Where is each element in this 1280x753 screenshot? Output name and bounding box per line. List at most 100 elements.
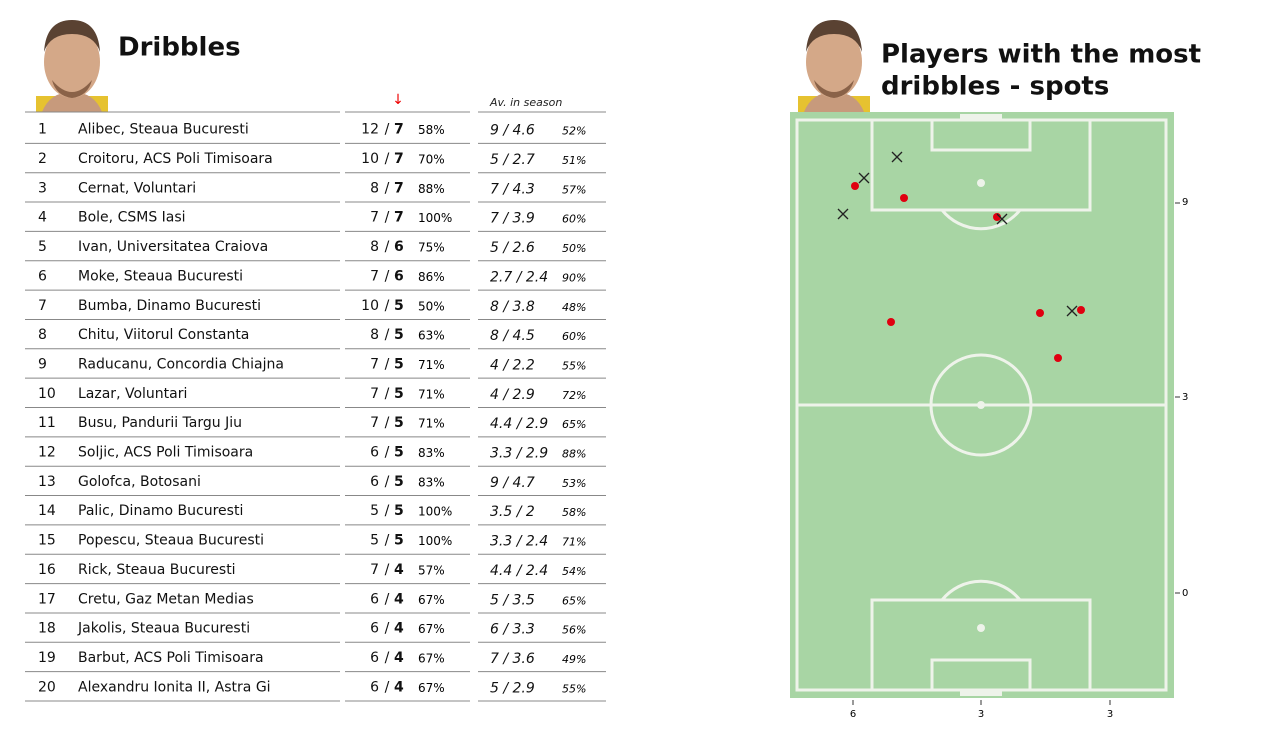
- season-average: 2.7 / 2.4: [490, 269, 548, 285]
- season-average: 9 / 4.6: [490, 123, 535, 139]
- sort-marker: ↓: [392, 92, 404, 108]
- player: Raducanu, Concordia Chiajna: [78, 356, 284, 372]
- successful: 5: [394, 533, 404, 549]
- table-row: 8 Chitu, Viitorul Constanta 8 /5 63% 8 / 4.5 6…: [25, 327, 606, 350]
- table-row: 3 Cernat, Voluntari 8 /7 88% 7 / 4.3 57%: [25, 180, 606, 203]
- successful: 6: [394, 239, 404, 255]
- successful: 5: [394, 386, 404, 402]
- table-row: 10 Lazar, Voluntari 7 /5 71% 4 / 2.9 72%: [25, 386, 606, 408]
- season-average: 4.4 / 2.9: [490, 416, 548, 432]
- axis-label: 3: [978, 709, 984, 720]
- successful: 5: [394, 503, 404, 519]
- separator: /: [385, 650, 390, 666]
- successful: 4: [394, 621, 404, 637]
- table-row: 18 Jakolis, Steaua Bucuresti 6 /4 67% 6 / 3.3…: [25, 621, 606, 643]
- success-rate: 67%: [418, 681, 445, 695]
- rank: 14: [38, 503, 56, 519]
- season-rate: 55%: [562, 359, 586, 372]
- success-rate: 100%: [418, 505, 452, 519]
- success-rate: 86%: [418, 270, 445, 284]
- separator: /: [385, 122, 390, 138]
- season-rate: 90%: [562, 271, 586, 284]
- attempts: 5: [370, 503, 379, 519]
- separator: /: [385, 474, 390, 490]
- axis-label: 3: [1107, 709, 1113, 720]
- season-rate: 53%: [562, 477, 586, 490]
- season-average: 5 / 3.5: [490, 592, 535, 608]
- success-rate: 88%: [418, 182, 445, 196]
- rank: 1: [38, 122, 47, 138]
- separator: /: [385, 533, 390, 549]
- title: Players with the most: [881, 40, 1201, 70]
- rank: 12: [38, 445, 56, 461]
- season-rate: 56%: [562, 624, 586, 637]
- success-rate: 83%: [418, 446, 445, 460]
- separator: /: [385, 621, 390, 637]
- season-average: 8 / 3.8: [490, 299, 535, 315]
- successful: 6: [394, 268, 404, 284]
- rank: 18: [38, 621, 56, 637]
- season-average: 6 / 3.3: [490, 622, 535, 638]
- separator: /: [385, 679, 390, 695]
- success-rate: 83%: [418, 475, 445, 489]
- attempts: 6: [370, 621, 379, 637]
- attempts: 7: [370, 210, 379, 226]
- success-rate: 100%: [418, 534, 452, 548]
- successful: 4: [394, 679, 404, 695]
- player: Cernat, Voluntari: [78, 180, 196, 196]
- player: Alexandru Ionita II, Astra Gi: [78, 679, 271, 695]
- season-rate: 55%: [562, 682, 586, 695]
- table-row: 20 Alexandru Ionita II, Astra Gi 6 /4 67% 5 /…: [25, 679, 606, 702]
- player: Soljic, ACS Poli Timisoara: [78, 445, 253, 461]
- season-average: 4 / 2.2: [490, 357, 535, 373]
- season-rate: 51%: [562, 154, 586, 167]
- player: Barbut, ACS Poli Timisoara: [78, 650, 264, 666]
- rank: 19: [38, 650, 56, 666]
- title: dribbles - spots: [881, 72, 1109, 102]
- rank: 20: [38, 679, 56, 695]
- separator: /: [385, 151, 390, 167]
- rank: 15: [38, 533, 56, 549]
- season-rate: 60%: [562, 213, 586, 226]
- separator: /: [385, 180, 390, 196]
- season-average: 7 / 4.3: [490, 181, 535, 197]
- attempts: 7: [370, 415, 379, 431]
- successful: 4: [394, 650, 404, 666]
- season-average: 8 / 4.5: [490, 328, 535, 344]
- season-rate: 52%: [562, 125, 586, 138]
- season-rate: 49%: [562, 653, 586, 666]
- successful: 7: [394, 210, 404, 226]
- rank: 5: [38, 239, 47, 255]
- table-row: 12 Soljic, ACS Poli Timisoara 6 /5 83% 3.3 / …: [25, 445, 606, 467]
- player: Busu, Pandurii Targu Jiu: [78, 415, 242, 431]
- season-average: 4 / 2.9: [490, 387, 535, 403]
- season-average: 7 / 3.6: [490, 651, 535, 667]
- table-row: 2 Croitoru, ACS Poli Timisoara 10 /7 70% 5 / …: [25, 151, 606, 174]
- successful: 7: [394, 122, 404, 138]
- success-rate: 58%: [418, 123, 445, 137]
- success-rate: 71%: [418, 387, 445, 401]
- season-rate: 58%: [562, 506, 586, 519]
- player: Ivan, Universitatea Craiova: [78, 239, 268, 255]
- attempts: 6: [370, 591, 379, 607]
- player-photo: [798, 20, 870, 112]
- attempts: 7: [370, 268, 379, 284]
- rank: 8: [38, 327, 47, 343]
- season-rate: 65%: [562, 594, 586, 607]
- rank: 7: [38, 298, 47, 314]
- player: Popescu, Steaua Bucuresti: [78, 533, 264, 549]
- spots: [851, 182, 1085, 362]
- separator: /: [385, 210, 390, 226]
- title: Dribbles: [118, 33, 241, 63]
- ticks: [852, 202, 1180, 705]
- success-rate: 67%: [418, 593, 445, 607]
- successful: 5: [394, 445, 404, 461]
- successful: 5: [394, 415, 404, 431]
- player: Golofca, Botosani: [78, 474, 201, 490]
- rank: 17: [38, 591, 56, 607]
- successful: 5: [394, 474, 404, 490]
- successful: 4: [394, 562, 404, 578]
- player-photo: [36, 20, 108, 112]
- separator: /: [385, 591, 390, 607]
